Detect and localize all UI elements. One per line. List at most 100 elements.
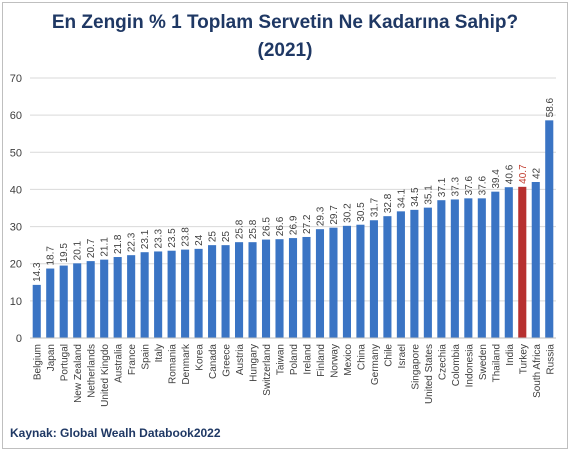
y-tick-label: 10 [10, 296, 22, 308]
data-label: 21.8 [113, 234, 124, 254]
data-label: 37.3 [450, 177, 461, 197]
data-label: 29.3 [315, 206, 326, 226]
bar [181, 249, 190, 338]
data-label: 34.1 [396, 188, 407, 208]
data-label: 14.3 [32, 262, 43, 282]
data-label: 26.5 [262, 217, 273, 237]
chart-subtitle: (2021) [257, 40, 313, 61]
y-tick-label: 0 [16, 333, 22, 345]
data-label: 23.1 [140, 229, 151, 249]
x-tick-label: Austria [235, 344, 246, 376]
bar [73, 263, 82, 338]
data-label: 34.5 [410, 187, 421, 207]
data-label: 25.8 [235, 219, 246, 239]
bar [329, 227, 338, 338]
bar [154, 251, 163, 338]
bar [464, 198, 473, 338]
bar [113, 257, 122, 338]
data-label: 20.7 [86, 238, 97, 258]
x-tick-label: Indonesia [464, 344, 475, 388]
x-tick-label: Belgium [33, 344, 44, 380]
x-tick-label: Ireland [302, 344, 313, 375]
y-tick-label: 50 [10, 147, 22, 159]
y-tick-label: 70 [10, 73, 22, 85]
bar [450, 199, 459, 338]
y-tick-label: 20 [10, 259, 22, 271]
x-tick-label: Singapore [410, 344, 421, 390]
bar [46, 268, 55, 338]
x-tick-label: Chile [383, 344, 394, 367]
data-label: 19.5 [59, 243, 70, 263]
data-label: 23.8 [181, 227, 192, 247]
x-tick-label: Greece [222, 344, 233, 377]
data-label: 26.6 [275, 216, 286, 236]
source-note: Kaynak: Global Wealh Databook2022 [10, 426, 221, 440]
x-tick-label: Australia [114, 344, 125, 383]
x-tick-label: Canada [208, 344, 219, 379]
data-label: 26.9 [289, 215, 300, 235]
data-label: 27.2 [302, 214, 313, 234]
y-tick-label: 40 [10, 184, 22, 196]
bar [477, 198, 486, 338]
x-tick-label: Turkey [518, 344, 529, 374]
x-tick-label: Colombia [451, 344, 462, 387]
bar [235, 242, 244, 338]
bar [396, 211, 405, 338]
x-tick-label: Russia [545, 344, 556, 375]
data-label: 37.1 [437, 177, 448, 197]
x-tick-label: Poland [289, 344, 300, 375]
bar [518, 186, 527, 338]
bar [194, 248, 203, 338]
bar [248, 242, 257, 338]
data-label: 32.8 [383, 193, 394, 213]
bar [208, 245, 217, 338]
bar [383, 216, 392, 338]
chart-title: En Zengin % 1 Toplam Servetin Ne Kadarın… [51, 12, 519, 33]
bar [545, 120, 554, 338]
x-tick-label: Denmark [181, 343, 192, 385]
data-label: 37.6 [477, 175, 488, 195]
data-label: 58.6 [545, 97, 556, 117]
bar [504, 187, 513, 338]
x-tick-label: Czechia [437, 344, 448, 381]
x-tick-label: Mexico [343, 344, 354, 376]
bar [221, 245, 230, 338]
x-tick-label: Portugal [60, 344, 71, 381]
data-label: 23.5 [167, 228, 178, 248]
bar [275, 239, 284, 338]
x-tick-label: New Zealand [73, 344, 84, 403]
data-label: 24 [194, 234, 205, 246]
y-tick-label: 30 [10, 222, 22, 234]
x-tick-label: Taiwan [276, 344, 287, 375]
bar [261, 239, 271, 338]
data-label: 25 [208, 231, 219, 243]
data-label: 25 [221, 231, 232, 243]
x-tick-label: United Kingdo [100, 344, 111, 407]
data-label: 22.3 [127, 232, 138, 252]
x-tick-label: Romania [168, 344, 179, 384]
bar [491, 191, 500, 338]
x-tick-label: China [356, 344, 367, 371]
x-tick-label: Germany [370, 344, 381, 385]
bar [356, 224, 365, 338]
data-label: 35.1 [423, 185, 434, 205]
bar [32, 284, 41, 338]
bar [140, 252, 149, 338]
data-label: 23.3 [154, 229, 165, 249]
bar [410, 209, 419, 338]
bar [288, 238, 298, 338]
x-tick-label: Finland [316, 344, 327, 377]
data-label: 39.4 [491, 169, 502, 189]
data-label: 25.8 [248, 219, 259, 239]
data-label: 31.7 [369, 197, 380, 217]
x-tick-label: Italy [154, 344, 165, 362]
x-tick-label: Korea [195, 344, 206, 371]
x-tick-label: Spain [141, 344, 152, 370]
x-tick-label: Hungary [249, 344, 260, 382]
bar [342, 225, 351, 338]
x-tick-label: Norway [329, 344, 340, 378]
data-label: 21.1 [100, 237, 111, 257]
data-label: 37.6 [464, 175, 475, 195]
